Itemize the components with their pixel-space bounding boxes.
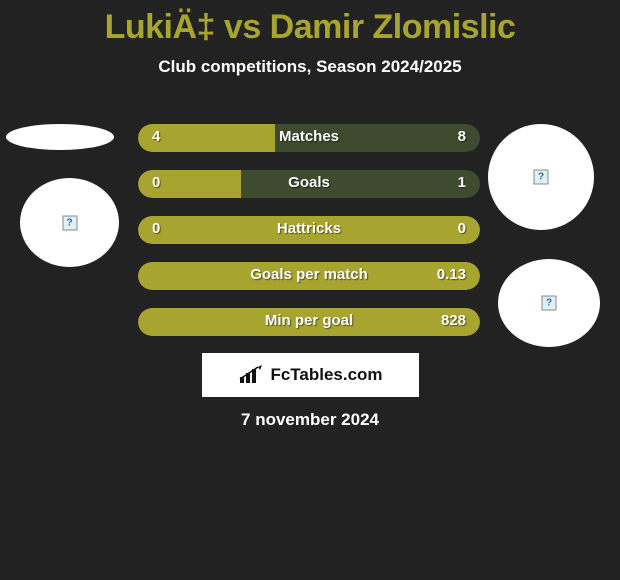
stat-value-right: 1	[458, 174, 466, 191]
brand-text: FcTables.com	[270, 365, 382, 385]
stat-label: Hattricks	[138, 220, 480, 237]
stat-value-left: 0	[152, 220, 160, 237]
page-title: LukiÄ‡ vs Damir Zlomislic	[0, 0, 620, 47]
stat-row: Goals0 1	[138, 170, 480, 198]
bar-chart-icon	[238, 365, 264, 385]
placeholder-icon: ?	[62, 215, 77, 230]
stats-container: Matches48Goals01Hattricks00Goals per mat…	[138, 124, 480, 354]
stat-value-right: 0.13	[437, 266, 466, 283]
stat-row: Matches4 8	[138, 124, 480, 152]
stat-value-right: 8	[458, 128, 466, 145]
decor-circle-bottom-left: ?	[20, 178, 119, 267]
stat-label: Min per goal	[138, 312, 480, 329]
placeholder-icon: ?	[542, 296, 557, 311]
brand-badge: FcTables.com	[202, 353, 419, 397]
decor-circle-top-right: ?	[488, 124, 594, 230]
decor-circle-bottom-right: ?	[498, 259, 600, 347]
stat-value-left: 0	[152, 174, 160, 191]
stat-label: Matches	[138, 128, 480, 145]
placeholder-icon: ?	[534, 170, 549, 185]
decor-ellipse	[6, 124, 114, 150]
stat-value-right: 828	[441, 312, 466, 329]
stat-row: Min per goal828	[138, 308, 480, 336]
date-text: 7 november 2024	[0, 410, 620, 430]
stat-label: Goals per match	[138, 266, 480, 283]
stat-value-right: 0	[458, 220, 466, 237]
stat-label: Goals	[138, 174, 480, 191]
stat-value-left: 4	[152, 128, 160, 145]
stat-row: Hattricks0 0	[138, 216, 480, 244]
subtitle: Club competitions, Season 2024/2025	[0, 57, 620, 77]
stat-row: Goals per match0.13	[138, 262, 480, 290]
